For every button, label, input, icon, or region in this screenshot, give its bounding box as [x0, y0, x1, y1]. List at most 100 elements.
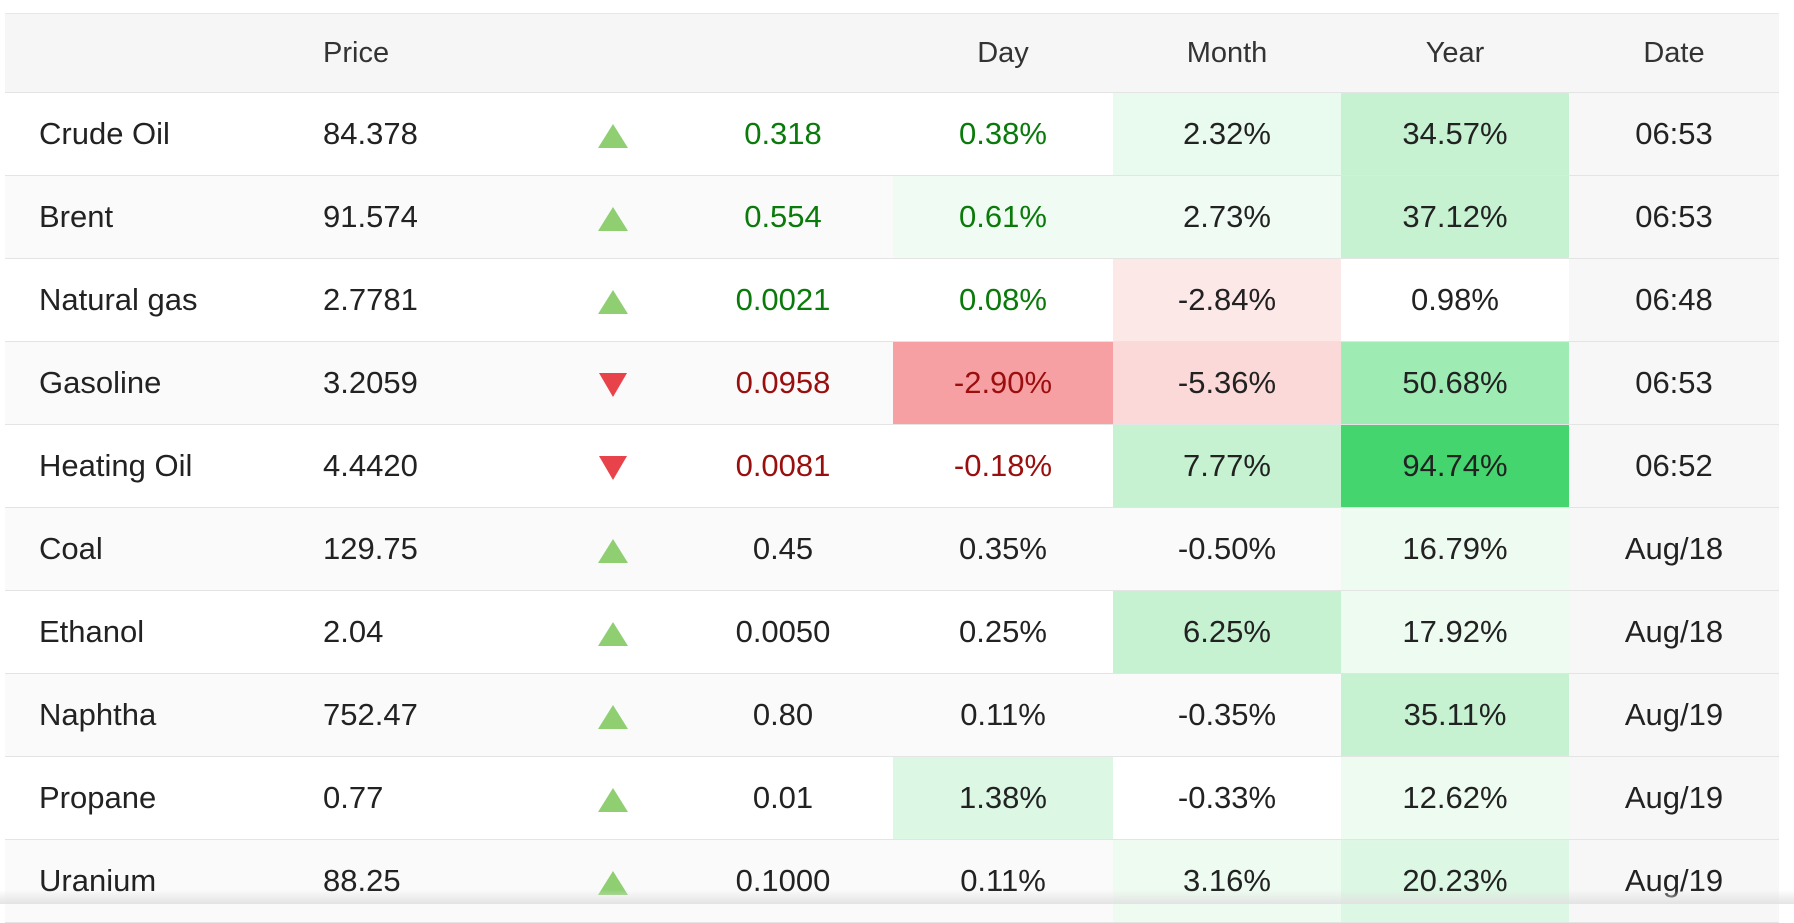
- date-cell: 06:52: [1569, 424, 1779, 508]
- day-change-cell: 0.11%: [893, 673, 1113, 757]
- price-cell: 91.574: [323, 175, 553, 259]
- price-cell: 4.4420: [323, 424, 553, 508]
- table-header: Price Day Month Year Date: [5, 13, 1779, 93]
- table-row[interactable]: Crude Oil 84.378 0.318 0.38% 2.32% 34.57% 06:5…: [5, 92, 1779, 176]
- day-change-cell: 0.38%: [893, 92, 1113, 176]
- commodities-table: Price Day Month Year Date Crude Oil 84.37…: [5, 13, 1779, 923]
- header-change: [673, 13, 893, 93]
- header-name: [5, 13, 323, 93]
- table-row[interactable]: Natural gas 2.7781 0.0021 0.08% -2.84% 0.98% 0…: [5, 258, 1779, 342]
- month-change-cell: 2.73%: [1113, 175, 1341, 259]
- arrow-down-icon: [599, 455, 627, 480]
- change-cell: 0.0050: [673, 590, 893, 674]
- month-change-cell: 3.16%: [1113, 839, 1341, 923]
- header-year[interactable]: Year: [1341, 13, 1569, 93]
- header-day[interactable]: Day: [893, 13, 1113, 93]
- day-change-cell: 0.35%: [893, 507, 1113, 591]
- direction-cell: [553, 673, 673, 757]
- table-row[interactable]: Brent 91.574 0.554 0.61% 2.73% 37.12% 06:53: [5, 175, 1779, 259]
- year-change-cell: 35.11%: [1341, 673, 1569, 757]
- date-cell: 06:53: [1569, 175, 1779, 259]
- arrow-up-icon: [598, 870, 628, 895]
- header-month[interactable]: Month: [1113, 13, 1341, 93]
- change-cell: 0.45: [673, 507, 893, 591]
- date-cell: 06:53: [1569, 92, 1779, 176]
- arrow-down-icon: [599, 372, 627, 397]
- date-cell: Aug/19: [1569, 673, 1779, 757]
- header-date[interactable]: Date: [1569, 13, 1779, 93]
- table-body: Crude Oil 84.378 0.318 0.38% 2.32% 34.57% 06:5…: [5, 92, 1779, 923]
- commodity-name-link[interactable]: Brent: [5, 175, 323, 259]
- commodity-name-link[interactable]: Uranium: [5, 839, 323, 923]
- month-change-cell: 6.25%: [1113, 590, 1341, 674]
- day-change-cell: -0.18%: [893, 424, 1113, 508]
- arrow-up-icon: [598, 289, 628, 314]
- table-row[interactable]: Gasoline 3.2059 0.0958 -2.90% -5.36% 50.68% 06…: [5, 341, 1779, 425]
- year-change-cell: 94.74%: [1341, 424, 1569, 508]
- direction-cell: [553, 424, 673, 508]
- month-change-cell: -2.84%: [1113, 258, 1341, 342]
- year-change-cell: 17.92%: [1341, 590, 1569, 674]
- commodity-name-link[interactable]: Propane: [5, 756, 323, 840]
- table-row[interactable]: Heating Oil 4.4420 0.0081 -0.18% 7.77% 94.74%…: [5, 424, 1779, 508]
- commodity-name-link[interactable]: Ethanol: [5, 590, 323, 674]
- header-price[interactable]: Price: [323, 13, 553, 93]
- year-change-cell: 20.23%: [1341, 839, 1569, 923]
- year-change-cell: 34.57%: [1341, 92, 1569, 176]
- direction-cell: [553, 507, 673, 591]
- commodity-name-link[interactable]: Crude Oil: [5, 92, 323, 176]
- price-cell: 0.77: [323, 756, 553, 840]
- month-change-cell: -0.33%: [1113, 756, 1341, 840]
- month-change-cell: -0.50%: [1113, 507, 1341, 591]
- arrow-up-icon: [598, 621, 628, 646]
- change-cell: 0.01: [673, 756, 893, 840]
- price-cell: 3.2059: [323, 341, 553, 425]
- table-row[interactable]: Naphtha 752.47 0.80 0.11% -0.35% 35.11% Aug/19: [5, 673, 1779, 757]
- change-cell: 0.80: [673, 673, 893, 757]
- commodity-name-link[interactable]: Natural gas: [5, 258, 323, 342]
- arrow-up-icon: [598, 704, 628, 729]
- date-cell: Aug/18: [1569, 590, 1779, 674]
- direction-cell: [553, 258, 673, 342]
- change-cell: 0.1000: [673, 839, 893, 923]
- day-change-cell: 0.25%: [893, 590, 1113, 674]
- month-change-cell: 7.77%: [1113, 424, 1341, 508]
- day-change-cell: -2.90%: [893, 341, 1113, 425]
- direction-cell: [553, 92, 673, 176]
- month-change-cell: 2.32%: [1113, 92, 1341, 176]
- commodity-name-link[interactable]: Heating Oil: [5, 424, 323, 508]
- price-cell: 2.04: [323, 590, 553, 674]
- change-cell: 0.554: [673, 175, 893, 259]
- commodity-name-link[interactable]: Coal: [5, 507, 323, 591]
- commodities-table-container: Price Day Month Year Date Crude Oil 84.37…: [5, 13, 1779, 923]
- year-change-cell: 50.68%: [1341, 341, 1569, 425]
- table-row[interactable]: Ethanol 2.04 0.0050 0.25% 6.25% 17.92% Aug/18: [5, 590, 1779, 674]
- commodity-name-link[interactable]: Gasoline: [5, 341, 323, 425]
- day-change-cell: 0.08%: [893, 258, 1113, 342]
- price-cell: 84.378: [323, 92, 553, 176]
- price-cell: 752.47: [323, 673, 553, 757]
- change-cell: 0.0021: [673, 258, 893, 342]
- change-cell: 0.0958: [673, 341, 893, 425]
- year-change-cell: 12.62%: [1341, 756, 1569, 840]
- price-cell: 88.25: [323, 839, 553, 923]
- table-row[interactable]: Uranium 88.25 0.1000 0.11% 3.16% 20.23% Aug/19: [5, 839, 1779, 923]
- commodity-name-link[interactable]: Naphtha: [5, 673, 323, 757]
- date-cell: Aug/18: [1569, 507, 1779, 591]
- price-cell: 2.7781: [323, 258, 553, 342]
- table-row[interactable]: Coal 129.75 0.45 0.35% -0.50% 16.79% Aug/18: [5, 507, 1779, 591]
- header-row: Price Day Month Year Date: [5, 13, 1779, 93]
- table-row[interactable]: Propane 0.77 0.01 1.38% -0.33% 12.62% Aug/19: [5, 756, 1779, 840]
- direction-cell: [553, 341, 673, 425]
- direction-cell: [553, 175, 673, 259]
- day-change-cell: 1.38%: [893, 756, 1113, 840]
- change-cell: 0.0081: [673, 424, 893, 508]
- year-change-cell: 0.98%: [1341, 258, 1569, 342]
- day-change-cell: 0.61%: [893, 175, 1113, 259]
- date-cell: 06:48: [1569, 258, 1779, 342]
- price-cell: 129.75: [323, 507, 553, 591]
- direction-cell: [553, 590, 673, 674]
- change-cell: 0.318: [673, 92, 893, 176]
- date-cell: Aug/19: [1569, 756, 1779, 840]
- direction-cell: [553, 756, 673, 840]
